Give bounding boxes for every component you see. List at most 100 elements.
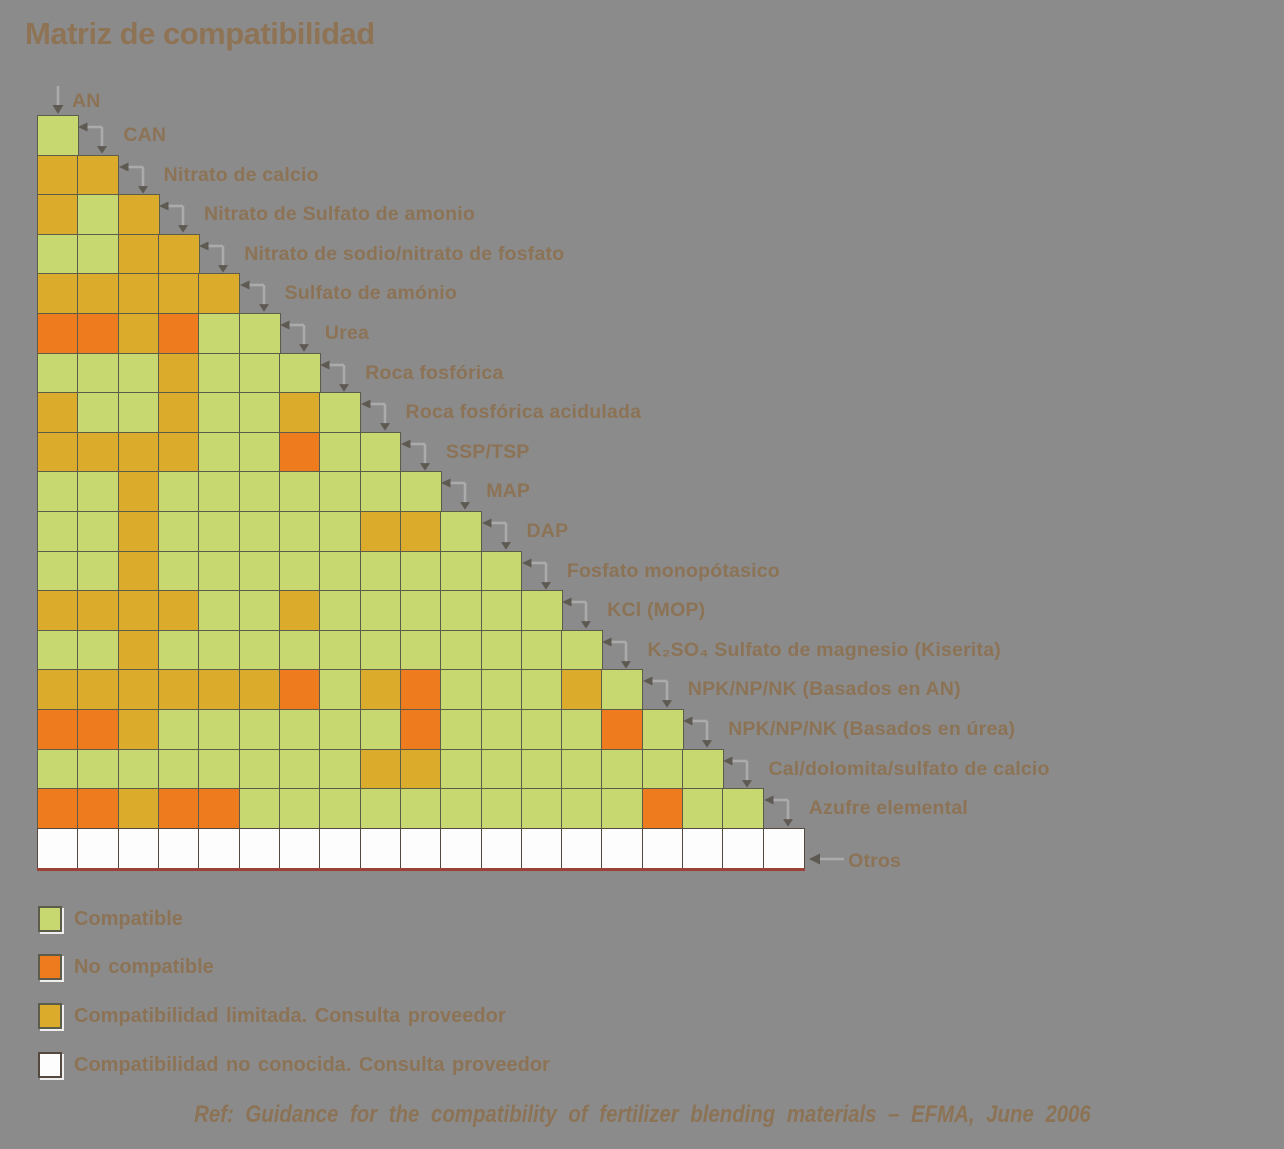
matrix-cell (238, 788, 281, 830)
matrix-cell (722, 788, 765, 830)
matrix-cell (117, 392, 160, 434)
item-label: Roca fosfórica (365, 361, 504, 384)
matrix-cell (198, 550, 241, 592)
matrix-cell (77, 313, 120, 355)
matrix-cell (37, 471, 79, 513)
matrix-cell (278, 669, 321, 711)
item-label: Otros (848, 849, 902, 872)
item-label: NPK/NP/NK (Basados en AN) (687, 678, 961, 701)
matrix-cell (117, 629, 160, 671)
item-label: Roca fosfórica acidulada (405, 401, 642, 424)
matrix-cell (641, 709, 684, 751)
item-label: Cal/dolomita/sulfato de calcio (768, 757, 1050, 780)
matrix-cell (238, 748, 281, 790)
matrix-cell (117, 709, 160, 751)
matrix-cell (37, 313, 79, 355)
reference-note: Ref: Guidance for the compatibility of f… (193, 1101, 1091, 1128)
item-label: Nitrato de calcio (163, 163, 319, 186)
matrix-cell (682, 788, 725, 830)
matrix-cell (238, 550, 281, 592)
matrix-cell (278, 788, 321, 830)
matrix-cell (117, 313, 160, 355)
matrix-cell (157, 313, 200, 355)
elbow-arrow-icon (320, 360, 350, 392)
matrix-cell (399, 629, 442, 671)
matrix-cell (37, 392, 79, 434)
matrix-cell (440, 788, 483, 830)
matrix-cell (77, 669, 120, 711)
matrix-cell (601, 669, 644, 711)
legend-label: No compatible (74, 956, 214, 978)
matrix-cell (480, 629, 523, 671)
matrix-cell (198, 273, 241, 315)
matrix-cell (37, 115, 79, 157)
legend-swatch-no-compatible (38, 954, 62, 980)
matrix-cell (278, 352, 321, 394)
legend-swatch-limitada (38, 1003, 62, 1029)
matrix-cell (117, 788, 160, 830)
matrix-cell (319, 590, 362, 632)
elbow-arrow-icon (602, 637, 632, 669)
matrix-cell (198, 788, 241, 830)
matrix-cell (157, 511, 200, 553)
matrix-cell (117, 471, 160, 513)
matrix-cell (561, 709, 604, 751)
matrix-cell (37, 273, 79, 315)
matrix-cell (77, 629, 120, 671)
matrix-cell (601, 748, 644, 790)
matrix-cell (561, 629, 604, 671)
item-label: Fosfato monopótasico (566, 559, 780, 582)
matrix-cell (278, 590, 321, 632)
elbow-arrow-icon (360, 399, 390, 431)
matrix-cell (319, 471, 362, 513)
legend-swatch-compatible (38, 906, 62, 932)
item-label: K₂SO₄ Sulfato de magnesio (Kiserita) (647, 638, 1001, 661)
matrix-cell (77, 550, 120, 592)
elbow-arrow-icon (562, 597, 592, 629)
matrix-cell (278, 392, 321, 434)
matrix-cell (641, 748, 684, 790)
item-label: KCl (MOP) (607, 599, 706, 622)
matrix-cell (37, 352, 79, 394)
item-label: AN (72, 90, 101, 112)
matrix-cell (480, 550, 523, 592)
page-title: Matriz de compatibilidad (25, 16, 375, 51)
matrix-cell (520, 709, 563, 751)
item-label: MAP (486, 480, 531, 503)
matrix-cell (198, 392, 241, 434)
matrix-cell (117, 827, 160, 869)
elbow-arrow-icon (158, 201, 188, 233)
legend-swatch-no-conocida (38, 1052, 62, 1078)
matrix-cell (319, 709, 362, 751)
item-label: Nitrato de sodio/nitrato de fosfato (244, 242, 565, 265)
matrix-cell (722, 827, 765, 869)
matrix-cell (117, 273, 160, 315)
matrix-cell (37, 511, 79, 553)
elbow-arrow-icon (400, 439, 430, 471)
item-label: CAN (123, 124, 167, 146)
matrix-cell (117, 194, 160, 236)
matrix-cell (198, 629, 241, 671)
down-arrow-icon (52, 86, 64, 114)
elbow-arrow-icon (642, 676, 672, 708)
legend-label: Compatible (74, 908, 183, 930)
matrix-cell (37, 709, 79, 751)
matrix-cell (278, 431, 321, 473)
item-label: Sulfato de amónio (284, 282, 458, 305)
matrix-cell (37, 550, 79, 592)
matrix-cell (157, 669, 200, 711)
item-label: Nitrato de Sulfato de amonio (203, 203, 475, 226)
matrix-cell (359, 471, 402, 513)
matrix-cell (77, 273, 120, 315)
item-label: SSP/TSP (445, 440, 530, 463)
matrix-cell (319, 748, 362, 790)
item-label: Azufre elemental (808, 797, 968, 820)
matrix-cell (198, 471, 241, 513)
legend-label: Compatibilidad no conocida. Consulta pro… (74, 1054, 550, 1076)
elbow-arrow-icon (118, 162, 148, 194)
matrix-cell (157, 748, 200, 790)
matrix-cell (37, 194, 79, 236)
matrix-cell (520, 590, 563, 632)
